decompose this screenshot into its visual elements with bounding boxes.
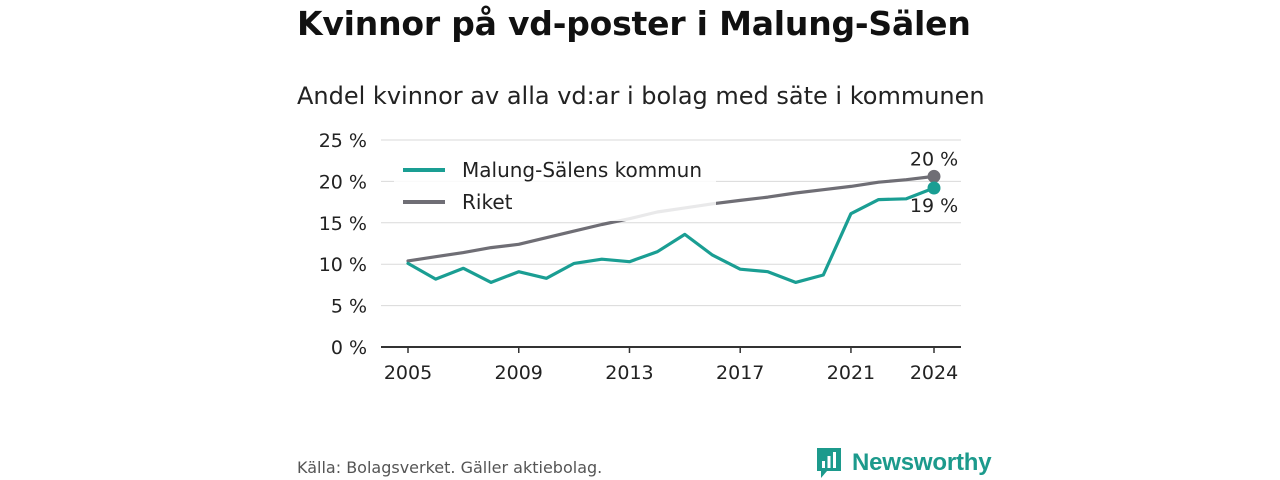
series-line-malung-salen xyxy=(406,186,936,284)
x-tick-label: 2017 xyxy=(716,362,764,384)
brand-logo[interactable]: Newsworthy xyxy=(815,446,992,480)
source-note: Källa: Bolagsverket. Gäller aktiebolag. xyxy=(297,458,603,477)
x-tick-label: 2024 xyxy=(910,362,958,384)
y-tick-label: 25 % xyxy=(319,130,367,152)
x-tick-label: 2013 xyxy=(605,362,653,384)
x-tick-label: 2009 xyxy=(495,362,543,384)
bar-chart-logo-icon xyxy=(817,448,841,478)
y-tick-label: 0 % xyxy=(331,337,367,359)
series-end-point xyxy=(927,181,941,195)
y-tick-label: 20 % xyxy=(319,171,367,193)
legend-box xyxy=(394,155,716,221)
legend-label: Malung-Sälens kommun xyxy=(462,158,702,182)
line-chart: 0 % 5 % 10 % 15 % 20 % 25 % 2005 2009 2013 2017 2… xyxy=(319,130,961,384)
chart-subtitle: Andel kvinnor av alla vd:ar i bolag med … xyxy=(297,82,985,110)
y-tick-label: 10 % xyxy=(319,254,367,276)
brand-name: Newsworthy xyxy=(852,449,992,476)
end-label-malung-salen: 19 % xyxy=(910,195,958,217)
chart-title: Kvinnor på vd-poster i Malung-Sälen xyxy=(297,4,971,43)
y-tick-label: 5 % xyxy=(331,296,367,318)
legend-label: Riket xyxy=(462,190,513,214)
series-end-point xyxy=(927,169,941,183)
x-tick-label: 2021 xyxy=(827,362,875,384)
x-tick-label: 2005 xyxy=(384,362,432,384)
y-tick-label: 15 % xyxy=(319,213,367,235)
end-label-riket: 20 % xyxy=(910,148,958,170)
